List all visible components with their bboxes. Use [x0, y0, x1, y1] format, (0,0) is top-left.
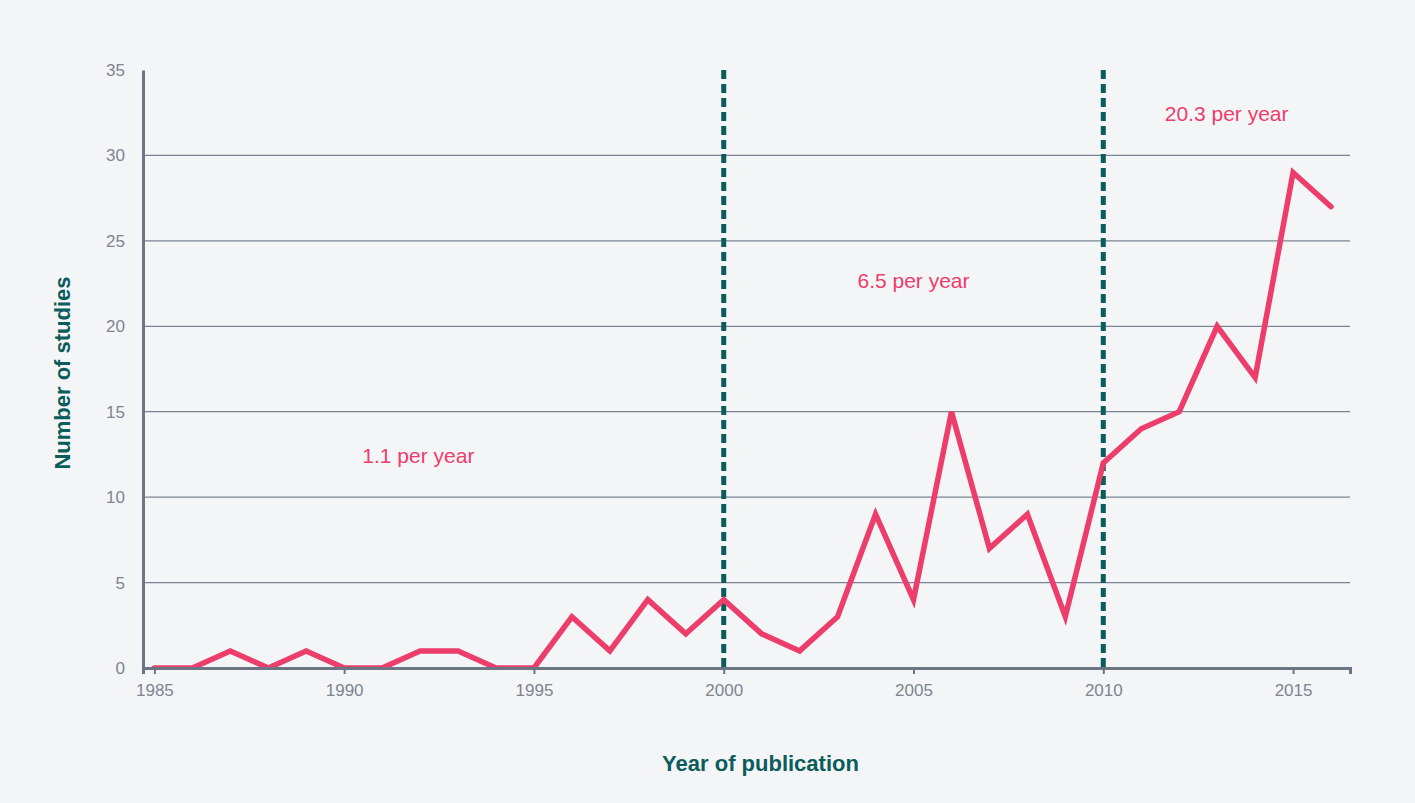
y-tick: 5	[116, 574, 143, 593]
x-tick: 2000	[705, 668, 743, 700]
x-tick-label: 2005	[895, 681, 933, 700]
divider	[1101, 70, 1106, 668]
annotation: 1.1 per year	[362, 444, 474, 467]
grid-line	[143, 155, 1350, 156]
grid-line	[143, 326, 1350, 327]
x-axis-title: Year of publication	[662, 751, 859, 776]
x-tick-label: 1990	[326, 681, 364, 700]
y-tick: 35	[106, 61, 143, 80]
y-tick: 10	[106, 488, 143, 507]
y-tick: 15	[106, 403, 143, 422]
y-tick: 20	[106, 317, 143, 336]
y-tick-label: 20	[106, 317, 125, 336]
x-tick-mark	[344, 668, 346, 674]
y-tick-label: 0	[116, 659, 125, 678]
y-tick-label: 15	[106, 403, 125, 422]
y-axis-title: Number of studies	[50, 276, 75, 469]
grid-line	[143, 411, 1350, 412]
x-tick: 2010	[1085, 668, 1123, 700]
x-tick-label: 2000	[705, 681, 743, 700]
grid-line	[143, 497, 1350, 498]
x-tick-label: 2010	[1085, 681, 1123, 700]
x-tick-mark	[1293, 668, 1295, 674]
x-tick: 2005	[895, 668, 933, 700]
x-tick: 1995	[516, 668, 554, 700]
annotation: 6.5 per year	[857, 269, 969, 292]
y-tick-label: 5	[116, 574, 125, 593]
y-tick-label: 35	[106, 61, 125, 80]
divider	[721, 70, 726, 668]
y-tick-label: 30	[106, 146, 125, 165]
x-tick: 1985	[136, 668, 174, 700]
x-axis-line	[144, 669, 1351, 675]
x-tick-mark	[723, 668, 725, 674]
x-tick: 2015	[1275, 668, 1313, 700]
x-tick: 1990	[326, 668, 364, 700]
plot: 1.1 per year 6.5 per year 20.3 per year 198…	[106, 61, 1350, 700]
x-tick-mark	[913, 668, 915, 674]
x-tick-mark	[533, 668, 535, 674]
y-tick-label: 25	[106, 232, 125, 251]
y-axis-line	[142, 71, 145, 669]
chart: 1.1 per year 6.5 per year 20.3 per year 198…	[0, 0, 1415, 803]
y-axis: 0 5 10 15 20 25 30 35	[106, 61, 143, 678]
grid-line	[143, 582, 1350, 583]
y-tick: 25	[106, 232, 143, 251]
x-tick-mark	[154, 668, 156, 674]
grid	[143, 155, 1350, 582]
y-tick: 30	[106, 146, 143, 165]
marks	[154, 70, 1331, 668]
x-tick-label: 1995	[516, 681, 554, 700]
grid-line	[143, 240, 1350, 241]
y-tick-label: 10	[106, 488, 125, 507]
y-tick: 0	[116, 659, 143, 678]
series-line	[154, 173, 1331, 668]
x-tick-label: 1985	[136, 681, 174, 700]
x-axis: 1985 1990 1995 2000 2005 2010 2015	[136, 668, 1351, 700]
background	[0, 0, 1415, 803]
x-tick-label: 2015	[1275, 681, 1313, 700]
x-tick-mark	[1103, 668, 1105, 674]
annotation: 20.3 per year	[1165, 102, 1289, 125]
